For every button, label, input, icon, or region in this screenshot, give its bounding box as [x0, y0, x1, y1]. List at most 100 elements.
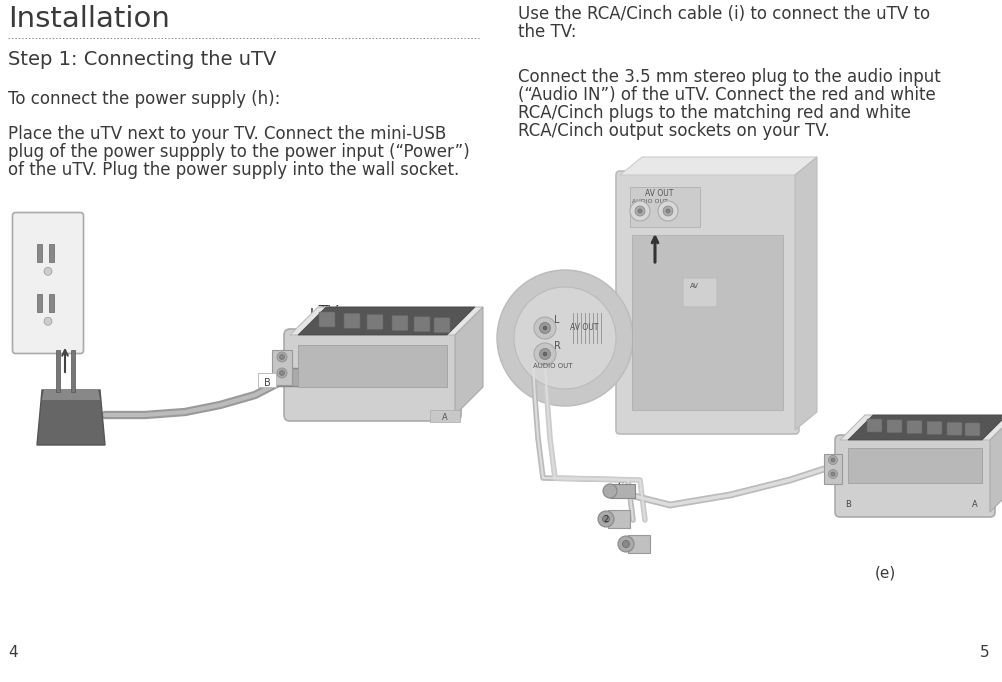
Text: 4: 4 — [8, 645, 18, 660]
FancyBboxPatch shape — [319, 312, 335, 327]
Circle shape — [539, 349, 550, 359]
FancyBboxPatch shape — [926, 421, 941, 434]
Circle shape — [657, 201, 677, 221]
Polygon shape — [847, 415, 1002, 440]
Text: 5: 5 — [979, 645, 989, 660]
Circle shape — [622, 541, 629, 548]
Circle shape — [280, 355, 285, 359]
Text: AV OUT: AV OUT — [644, 189, 672, 198]
Text: To connect the power supply (h):: To connect the power supply (h): — [8, 90, 281, 108]
Circle shape — [277, 352, 287, 362]
Polygon shape — [298, 307, 475, 335]
Polygon shape — [290, 307, 483, 335]
FancyBboxPatch shape — [906, 421, 921, 434]
Text: RCA/Cinch output sockets on your TV.: RCA/Cinch output sockets on your TV. — [517, 122, 829, 140]
FancyBboxPatch shape — [615, 171, 799, 434]
Bar — [37, 294, 42, 312]
Polygon shape — [619, 157, 817, 175]
Text: AV OUT: AV OUT — [569, 323, 598, 333]
Circle shape — [634, 206, 644, 216]
FancyBboxPatch shape — [367, 314, 383, 329]
Text: (“Audio IN”) of the uTV. Connect the red and white: (“Audio IN”) of the uTV. Connect the red… — [517, 86, 935, 104]
Polygon shape — [42, 390, 100, 400]
FancyBboxPatch shape — [946, 422, 961, 435]
Text: AUDIO OUT: AUDIO OUT — [533, 363, 572, 369]
Circle shape — [513, 287, 615, 389]
Bar — [847, 448, 981, 483]
Bar — [609, 484, 634, 498]
Circle shape — [277, 368, 287, 378]
FancyBboxPatch shape — [964, 423, 979, 436]
Circle shape — [533, 343, 555, 365]
Bar — [49, 244, 54, 263]
Circle shape — [497, 270, 632, 406]
Text: L: L — [554, 315, 559, 325]
Bar — [627, 535, 649, 553]
Text: Installation: Installation — [8, 5, 169, 33]
Text: the TV:: the TV: — [517, 23, 576, 41]
Text: AV: AV — [689, 283, 698, 289]
FancyBboxPatch shape — [392, 316, 408, 331]
Bar — [56, 350, 60, 392]
Circle shape — [831, 472, 835, 476]
Text: (i): (i) — [615, 482, 631, 497]
Bar — [71, 350, 75, 392]
FancyBboxPatch shape — [434, 318, 450, 333]
Circle shape — [44, 267, 52, 276]
FancyBboxPatch shape — [12, 213, 83, 353]
FancyBboxPatch shape — [866, 419, 881, 432]
FancyBboxPatch shape — [886, 420, 901, 433]
Bar — [272, 350, 292, 385]
Bar — [607, 510, 629, 528]
Text: Step 1: Connecting the uTV: Step 1: Connecting the uTV — [8, 50, 277, 69]
Circle shape — [539, 323, 550, 333]
Bar — [273, 368, 301, 386]
Text: B: B — [264, 378, 271, 388]
FancyBboxPatch shape — [835, 435, 994, 517]
Polygon shape — [839, 415, 1002, 440]
Text: (e): (e) — [874, 565, 896, 580]
Circle shape — [662, 206, 672, 216]
Text: RCA/Cinch plugs to the matching red and white: RCA/Cinch plugs to the matching red and … — [517, 104, 910, 122]
Circle shape — [602, 484, 616, 498]
Polygon shape — [795, 157, 817, 430]
Text: plug of the power suppply to the power input (“Power”): plug of the power suppply to the power i… — [8, 143, 469, 161]
FancyBboxPatch shape — [284, 329, 461, 421]
Circle shape — [617, 536, 633, 552]
Bar — [824, 454, 841, 484]
Circle shape — [542, 352, 546, 356]
Text: A: A — [442, 413, 448, 422]
Text: Connect the 3.5 mm stereo plug to the audio input: Connect the 3.5 mm stereo plug to the au… — [517, 68, 940, 86]
Bar — [37, 244, 42, 263]
Bar — [629, 187, 699, 227]
Text: B: B — [844, 500, 850, 509]
Text: AUDIO OUT: AUDIO OUT — [631, 199, 667, 204]
Text: R: R — [553, 341, 560, 351]
Circle shape — [44, 317, 52, 325]
Bar — [49, 294, 54, 312]
FancyBboxPatch shape — [414, 316, 430, 331]
Circle shape — [828, 456, 837, 464]
Polygon shape — [37, 390, 105, 445]
Bar — [430, 410, 460, 422]
Text: of the uTV. Plug the power supply into the wall socket.: of the uTV. Plug the power supply into t… — [8, 161, 459, 179]
Circle shape — [602, 516, 609, 522]
Circle shape — [828, 469, 837, 479]
Circle shape — [597, 511, 613, 527]
FancyBboxPatch shape — [682, 278, 716, 307]
Bar — [258, 373, 276, 387]
Bar — [298, 345, 447, 387]
Circle shape — [629, 201, 649, 221]
Circle shape — [533, 317, 555, 339]
Circle shape — [831, 458, 835, 462]
Text: Use the RCA/Cinch cable (i) to connect the uTV to: Use the RCA/Cinch cable (i) to connect t… — [517, 5, 929, 23]
Circle shape — [665, 209, 669, 213]
Text: 2: 2 — [603, 514, 608, 524]
Text: Place the uTV next to your TV. Connect the mini-USB: Place the uTV next to your TV. Connect t… — [8, 125, 446, 143]
Text: uTV: uTV — [310, 305, 339, 320]
Polygon shape — [455, 307, 483, 415]
Circle shape — [637, 209, 641, 213]
Circle shape — [542, 326, 546, 330]
Polygon shape — [989, 415, 1002, 512]
FancyBboxPatch shape — [344, 313, 360, 328]
